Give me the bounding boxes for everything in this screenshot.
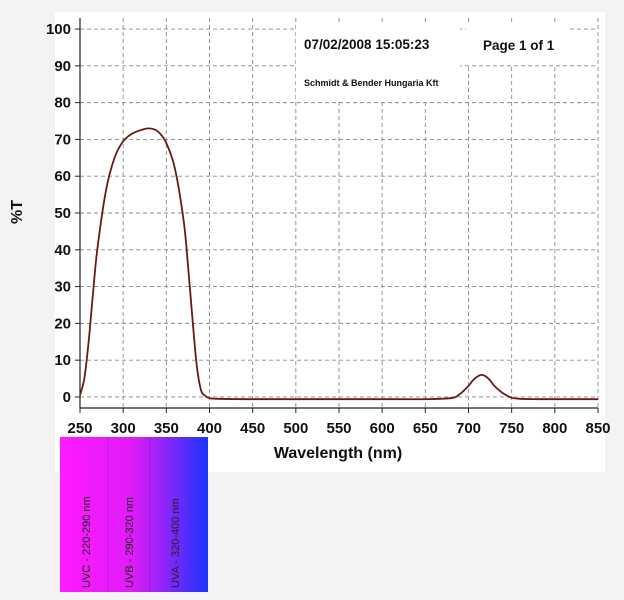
y-tick-label: 20 [54, 315, 71, 332]
x-tick-label: 550 [326, 420, 351, 437]
plot-frame [75, 18, 599, 413]
y-tick-label: 0 [63, 389, 71, 406]
uv-band-strip [60, 437, 208, 592]
x-tick-label: 850 [585, 420, 610, 437]
y-tick-label: 100 [46, 21, 71, 38]
x-tick-label: 400 [197, 420, 222, 437]
x-tick-label: 800 [542, 420, 567, 437]
x-tick-label: 250 [67, 420, 92, 437]
y-tick-label: 80 [54, 95, 71, 112]
x-tick-label: 450 [240, 420, 265, 437]
y-tick-label: 10 [54, 352, 71, 369]
y-tick-label: 90 [54, 58, 71, 75]
uvc-band-label: UVC - 220-290 nm [81, 496, 93, 588]
y-tick-label: 50 [54, 205, 71, 222]
y-axis-ticks: 0 10 20 30 40 50 60 70 80 90 100 [46, 21, 71, 406]
x-tick-label: 600 [370, 420, 395, 437]
x-tick-label: 750 [499, 420, 524, 437]
y-axis-title: %T [9, 200, 26, 224]
x-tick-label: 650 [413, 420, 438, 437]
uvb-band-label: UVB - 290-320 nm [124, 497, 136, 588]
y-tick-label: 30 [54, 279, 71, 296]
y-tick-label: 70 [54, 131, 71, 148]
transmission-curve [79, 127, 598, 401]
y-tick-label: 60 [54, 168, 71, 185]
report-datetime: 07/02/2008 15:05:23 [304, 37, 430, 52]
x-tick-label: 350 [154, 420, 179, 437]
x-tick-label: 300 [111, 420, 136, 437]
x-tick-label: 700 [456, 420, 481, 437]
uva-band-label: UVA - 320-400 nm [170, 498, 182, 588]
page-box [466, 24, 570, 64]
x-tick-label: 500 [283, 420, 308, 437]
y-tick-label: 40 [54, 242, 71, 259]
header-box [296, 24, 460, 102]
page-indicator: Page 1 of 1 [483, 38, 555, 53]
company-name: Schmidt & Bender Hungaria Kft [304, 78, 439, 88]
x-axis-title: Wavelength (nm) [274, 445, 402, 462]
x-axis-ticks: 250 300 350 400 450 500 550 600 650 700 750 800 850 [67, 420, 610, 437]
